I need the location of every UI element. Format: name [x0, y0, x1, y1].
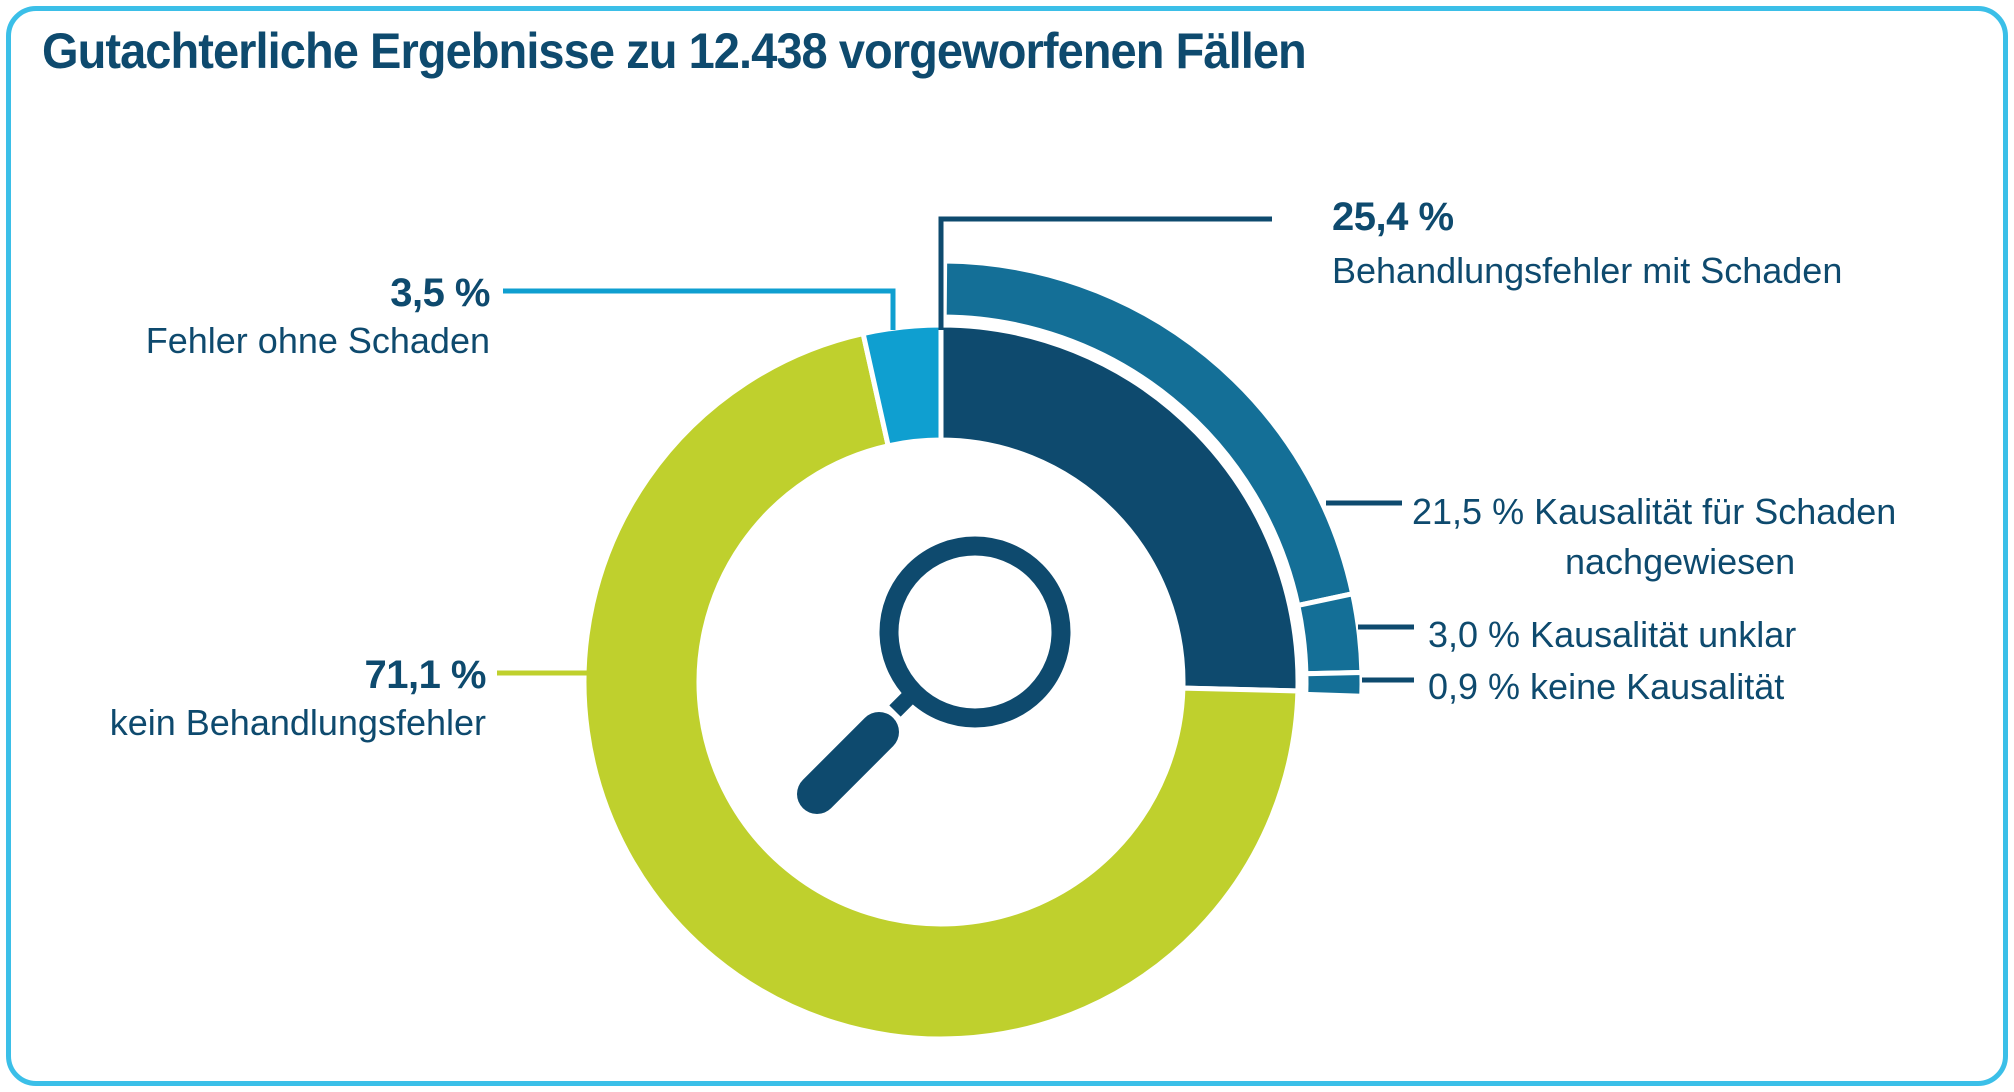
callout-label: kein Behandlungsfehler: [109, 702, 486, 743]
callout-kausalitaet-nachgewiesen: 21,5 % Kausalität für Schaden nachgewies…: [1412, 487, 1896, 587]
callout-keine-kausalitaet: 0,9 % keine Kausalität: [1428, 662, 1784, 712]
outer-segment-keine-kausalitaet: [1303, 669, 1365, 699]
callout-label: 0,9 % keine Kausalität: [1428, 666, 1785, 707]
magnifier-handle: [797, 712, 899, 814]
leader-line-behandlungsfehler-mit-schaden: [938, 216, 1272, 330]
magnifier-ring: [879, 536, 1071, 728]
callout-label: Fehler ohne Schaden: [145, 320, 490, 361]
leader-line-fehler-ohne-schaden: [503, 288, 896, 330]
callout-percent: 25,4 %: [1332, 195, 1454, 239]
chart-title: Gutachterliche Ergebnisse zu 12.438 vorg…: [42, 23, 1307, 79]
slice-fehler-ohne-schaden: [860, 322, 944, 449]
callout-label: 3,0 % Kausalität unklar: [1428, 614, 1797, 655]
outer-segment-kausalitaet-unklar: [1294, 590, 1365, 677]
magnifier-neck: [889, 688, 918, 717]
callout-kein-behandlungsfehler: 71,1 % kein Behandlungsfehler: [96, 652, 487, 748]
callout-fehler-ohne-schaden: 3,5 % Fehler ohne Schaden: [118, 270, 491, 366]
magnifier-icon: [797, 536, 1071, 814]
callout-label-line1: 21,5 % Kausalität für Schaden: [1412, 491, 1897, 532]
callout-label-line2: nachgewiesen: [1565, 541, 1796, 582]
callout-label: Behandlungsfehler mit Schaden: [1332, 250, 1843, 291]
callout-percent: 71,1 %: [364, 653, 486, 697]
callout-kausalitaet-unklar: 3,0 % Kausalität unklar: [1428, 610, 1796, 660]
callout-behandlungsfehler-mit-schaden: 25,4 % Behandlungsfehler mit Schaden: [1332, 194, 1842, 296]
slice-behandlungsfehler-mit-schaden: [938, 322, 1301, 694]
callout-percent: 3,5 %: [390, 271, 490, 315]
leader-lines: [497, 216, 1414, 683]
donut-slices: [581, 258, 1365, 1042]
slice-kein-behandlungsfehler: [581, 330, 1301, 1042]
